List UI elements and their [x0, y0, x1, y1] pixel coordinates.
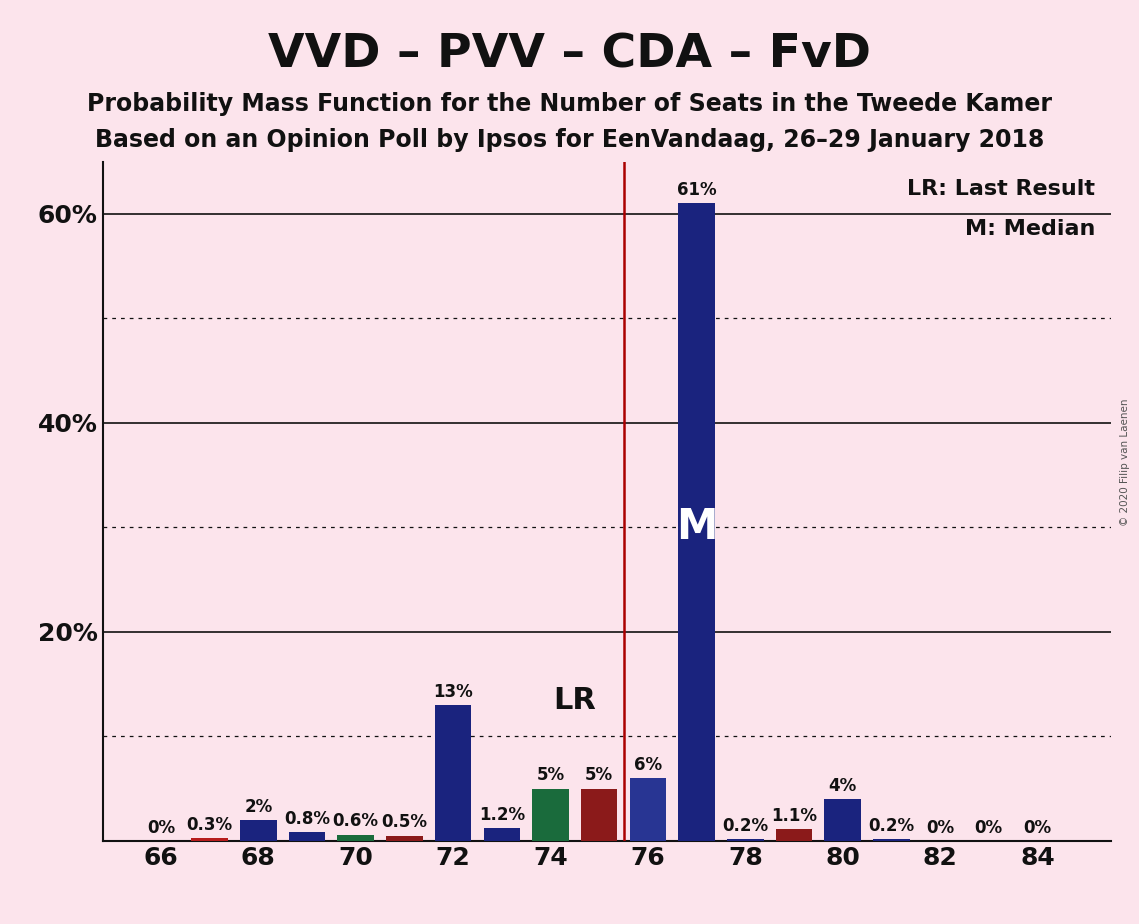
Bar	[532, 788, 568, 841]
Text: M: Median: M: Median	[965, 219, 1096, 239]
Text: 1.2%: 1.2%	[478, 806, 525, 824]
Text: M: M	[675, 506, 718, 548]
Bar	[289, 833, 326, 841]
Text: 4%: 4%	[828, 777, 857, 795]
Text: 5%: 5%	[536, 766, 565, 784]
Text: LR: LR	[554, 687, 597, 715]
Text: Based on an Opinion Poll by Ipsos for EenVandaag, 26–29 January 2018: Based on an Opinion Poll by Ipsos for Ee…	[95, 128, 1044, 152]
Bar	[581, 788, 617, 841]
Text: 0.2%: 0.2%	[868, 817, 915, 834]
Bar	[776, 830, 812, 841]
Text: 0.3%: 0.3%	[187, 816, 232, 833]
Text: LR: Last Result: LR: Last Result	[908, 178, 1096, 199]
Bar	[435, 705, 472, 841]
Bar	[191, 838, 228, 841]
Text: VVD – PVV – CDA – FvD: VVD – PVV – CDA – FvD	[268, 32, 871, 78]
Text: 0.5%: 0.5%	[382, 813, 427, 832]
Bar	[337, 834, 374, 841]
Text: 0.2%: 0.2%	[722, 817, 769, 834]
Bar	[630, 778, 666, 841]
Text: 0.6%: 0.6%	[333, 812, 379, 831]
Text: 1.1%: 1.1%	[771, 808, 817, 825]
Text: Probability Mass Function for the Number of Seats in the Tweede Kamer: Probability Mass Function for the Number…	[87, 92, 1052, 116]
Bar	[240, 820, 277, 841]
Text: 61%: 61%	[677, 181, 716, 200]
Bar	[679, 203, 715, 841]
Bar	[484, 828, 521, 841]
Text: 0%: 0%	[147, 819, 175, 836]
Text: 0%: 0%	[975, 819, 1002, 836]
Text: 0%: 0%	[1024, 819, 1051, 836]
Text: 2%: 2%	[244, 797, 272, 816]
Bar	[727, 839, 763, 841]
Text: 13%: 13%	[433, 683, 473, 700]
Text: 5%: 5%	[585, 766, 613, 784]
Bar	[386, 835, 423, 841]
Bar	[874, 839, 910, 841]
Text: 6%: 6%	[633, 756, 662, 774]
Text: 0.8%: 0.8%	[284, 810, 330, 828]
Text: 0%: 0%	[926, 819, 954, 836]
Bar	[825, 799, 861, 841]
Text: © 2020 Filip van Laenen: © 2020 Filip van Laenen	[1121, 398, 1130, 526]
